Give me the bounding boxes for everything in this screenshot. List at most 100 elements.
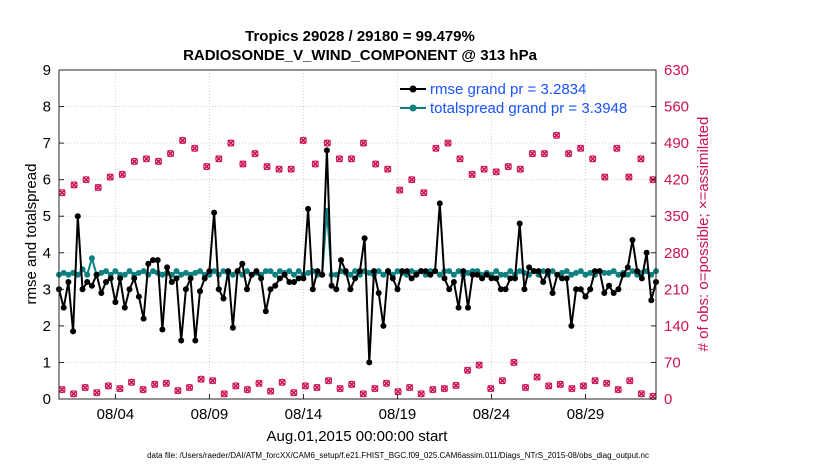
rmse-point [450, 279, 457, 285]
obs-assimilated-cross [106, 173, 114, 181]
obs_possible_high-marker [70, 181, 78, 189]
obs-possible-circle [215, 155, 223, 163]
y2-tick-label: 630 [664, 62, 689, 79]
rmse-point [582, 293, 589, 300]
rmse-point [319, 271, 326, 278]
obs-possible-circle [545, 382, 553, 390]
rmse-point [620, 271, 627, 278]
totalspread-point [60, 269, 67, 276]
rmse-point [140, 315, 147, 322]
rmse-point [577, 286, 584, 293]
y2-tick-label: 210 [664, 281, 689, 298]
obs_possible_low-marker [359, 390, 367, 398]
y2-tick-label: 280 [664, 245, 689, 262]
obs_possible_high-marker [203, 163, 211, 171]
obs_possible_low-marker [487, 384, 495, 393]
rmse-point [530, 268, 537, 275]
obs-possible-circle [382, 379, 391, 387]
obs-possible-circle [444, 139, 452, 147]
obs_possible_low-marker [382, 379, 391, 387]
rmse-point [587, 286, 594, 293]
rmse-point [333, 286, 340, 293]
obs-assimilated-cross [70, 181, 78, 189]
rmse-point [352, 275, 359, 282]
totalspread-point [497, 271, 504, 278]
obs-assimilated-cross [104, 382, 112, 390]
rmse-point [502, 286, 509, 293]
rmse-point [394, 286, 401, 293]
obs_possible_low-marker [104, 382, 113, 390]
obs-possible-circle [154, 157, 163, 165]
totalspread-point [65, 271, 72, 278]
obs-possible-circle [540, 150, 549, 158]
rmse-point [432, 268, 439, 275]
y-tick-label: 8 [43, 99, 51, 116]
obs-assimilated-cross [263, 163, 271, 171]
obs_possible_low-marker [139, 386, 147, 394]
rmse-point [441, 275, 448, 282]
y-tick-label: 4 [43, 245, 51, 262]
obs-assimilated-cross [545, 382, 553, 390]
obs_possible_high-marker [227, 139, 235, 147]
obs_possible_high-marker [275, 165, 283, 173]
obs_possible_low-marker [313, 383, 321, 392]
obs_possible_low-marker [417, 390, 425, 398]
obs-possible-circle [301, 382, 309, 390]
obs-possible-circle [167, 150, 175, 158]
obs_possible_low-marker [394, 388, 402, 396]
obs_possible_low-marker [185, 383, 194, 392]
obs-assimilated-cross [58, 189, 66, 197]
rmse-point [380, 322, 387, 329]
rmse-point [399, 268, 406, 275]
totalspread-point [150, 268, 156, 275]
obs-assimilated-cross [452, 381, 460, 389]
obs_possible_low-marker [197, 375, 205, 383]
obs_possible_high-marker [372, 160, 380, 168]
obs-possible-circle [420, 189, 428, 197]
obs_possible_low-marker [81, 383, 89, 392]
obs-assimilated-cross [232, 382, 240, 390]
obs-assimilated-cross [625, 173, 633, 181]
obs-assimilated-cross [468, 170, 476, 179]
obs_possible_low-marker [579, 382, 588, 390]
obs_possible_low-marker [220, 390, 228, 398]
obs_possible_low-marker [69, 390, 78, 398]
obs_possible_high-marker [130, 157, 138, 165]
obs_possible_high-marker [468, 170, 476, 179]
rmse-point [234, 268, 241, 275]
rmse-point [215, 286, 222, 293]
obs-possible-circle [468, 170, 476, 178]
totalspread-point [197, 268, 203, 275]
rmse-point [361, 235, 368, 242]
obs_possible_low-marker [255, 379, 263, 387]
rmse-series [56, 147, 659, 366]
obs-assimilated-cross [533, 373, 541, 381]
obs-possible-circle [191, 144, 199, 152]
y-axis-label: rmse and totalspread [23, 164, 40, 305]
obs_possible_low-marker [591, 377, 599, 385]
x-tick-label: 08/29 [567, 406, 605, 423]
rmse-point [436, 200, 443, 207]
obs_possible_low-marker [521, 383, 530, 392]
totalspread-point [507, 268, 514, 275]
obs-possible-circle [209, 377, 217, 385]
rmse-point [154, 257, 161, 264]
rmse-point [79, 286, 86, 293]
x-tick-label: 08/04 [97, 406, 135, 423]
obs-assimilated-cross [70, 390, 78, 398]
obs_possible_high-marker [408, 176, 416, 184]
obs_possible_high-marker [504, 163, 512, 171]
rmse-point [516, 220, 523, 227]
obs_possible_low-marker [556, 380, 564, 388]
y-tick-label: 1 [43, 354, 51, 371]
obs-assimilated-cross [179, 136, 187, 145]
obs_possible_low-marker [637, 390, 646, 398]
totalspread-point [262, 268, 269, 275]
obs-assimilated-cross [81, 383, 89, 392]
obs_possible_high-marker [444, 139, 452, 147]
obs_possible_low-marker [533, 373, 541, 381]
obs-possible-circle [568, 385, 576, 393]
rmse-point [248, 271, 255, 278]
obs-assimilated-cross [215, 155, 223, 163]
totalspread-point [347, 271, 354, 278]
